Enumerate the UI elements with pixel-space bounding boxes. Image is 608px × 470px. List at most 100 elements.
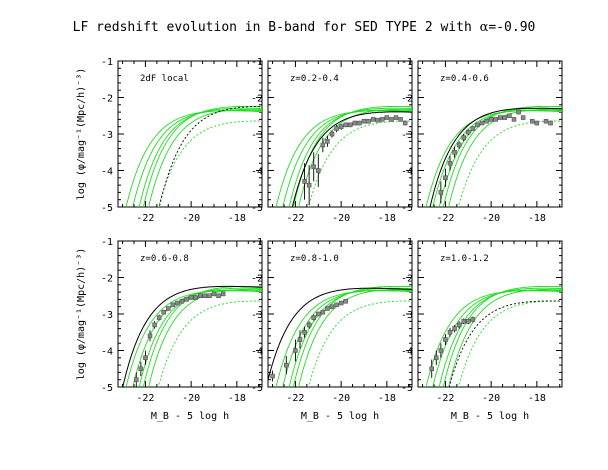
black-fit-curve	[291, 111, 412, 207]
x-tick-label: -18	[378, 213, 396, 224]
y-tick-label: -1	[101, 57, 113, 68]
x-tick-label: -20	[482, 213, 500, 224]
data-point	[198, 293, 203, 298]
data-point	[456, 322, 462, 328]
green-model-curve	[448, 108, 562, 207]
lf-panel-3: -22 -20 -18 -5 -4 -3 -2 -1 z=0.4-0.6	[401, 57, 563, 224]
y-tick-label: -4	[251, 167, 263, 178]
green-model-curve	[125, 110, 262, 207]
chart-title: LF redshift evolution in B-band for SED …	[0, 20, 608, 35]
data-point	[316, 311, 321, 317]
data-point	[293, 348, 298, 353]
data-point	[325, 306, 330, 311]
data-point	[338, 300, 344, 306]
data-point	[443, 337, 448, 342]
data-point	[438, 348, 444, 353]
data-point	[207, 293, 212, 298]
y-tick-label: -2	[101, 94, 113, 105]
data-point	[311, 315, 316, 320]
data-point	[202, 293, 208, 298]
panel-label: 2dF local	[140, 74, 189, 84]
curve-group	[125, 105, 262, 207]
y-tick-label: -4	[101, 347, 113, 358]
lf-panel-1: -22 -20 -18 -5 -4 -3 -2 -1 2dF local log (φ/mag⁻¹…	[76, 57, 263, 224]
black-dotted-curve	[158, 105, 262, 207]
data-point	[511, 117, 517, 122]
x-tick-label: -22	[286, 213, 304, 224]
data-point	[306, 182, 312, 188]
y-tick-label: -1	[401, 57, 413, 68]
data-point	[325, 139, 330, 144]
y-tick-label: -2	[251, 94, 263, 105]
data-point	[334, 302, 339, 308]
x-tick-label: -20	[482, 393, 500, 404]
green-model-curve	[425, 290, 562, 387]
curve-group	[425, 285, 562, 387]
data-point	[156, 315, 162, 320]
panel-label: z=1.0-1.2	[440, 254, 489, 264]
y-tick-label: -3	[101, 130, 113, 141]
green-model-curve	[292, 285, 412, 387]
data-point	[398, 117, 403, 122]
y-tick-label: -1	[251, 57, 263, 68]
x-tick-label: -20	[332, 393, 350, 404]
data-point	[320, 142, 326, 148]
data-point	[352, 120, 358, 126]
black-fit-curve	[268, 287, 412, 381]
data-point	[170, 302, 176, 308]
data-point	[357, 120, 362, 126]
title-prefix: LF redshift evolution in B-band for SED …	[72, 20, 480, 35]
data-point	[320, 309, 326, 315]
y-tick-label: -3	[251, 130, 263, 141]
data-point	[507, 113, 512, 118]
data-point	[284, 362, 289, 368]
green-model-curve	[275, 110, 412, 207]
y-tick-label: -1	[251, 237, 263, 248]
data-point	[447, 330, 453, 335]
data-point	[520, 115, 526, 120]
panel-label: z=0.6-0.8	[140, 254, 189, 264]
y-tick-label: -4	[401, 167, 413, 178]
y-tick-label: -4	[401, 347, 413, 358]
data-point	[152, 322, 157, 328]
green-dotted-curve	[307, 120, 412, 207]
green-model-curve	[438, 287, 562, 387]
green-model-curve	[138, 107, 262, 207]
y-tick-label: -3	[401, 310, 413, 321]
data-point	[211, 291, 217, 297]
data-point	[475, 122, 480, 128]
y-tick-label: -1	[101, 237, 113, 248]
lf-panel-5: -22 -20 -18 -5 -4 -3 -2 -1 z=0.8-1.0 M_B - 5 log …	[251, 237, 413, 422]
y-tick-label: -2	[251, 274, 263, 285]
y-tick-label: -5	[101, 203, 113, 214]
data-point	[311, 164, 316, 170]
data-point	[466, 129, 471, 135]
data-point	[134, 377, 139, 382]
x-tick-label: -18	[228, 213, 246, 224]
x-axis-label: M_B - 5 log h	[151, 411, 229, 422]
data-point	[366, 118, 371, 124]
data-point	[270, 373, 275, 379]
data-point	[166, 306, 171, 311]
data-point	[443, 175, 448, 181]
data-point	[447, 160, 453, 166]
data-point	[216, 293, 221, 298]
data-point	[484, 118, 489, 124]
data-point	[188, 295, 194, 300]
curve-group	[275, 105, 412, 207]
data-point	[179, 298, 185, 304]
y-tick-label: -5	[251, 383, 263, 394]
lf-panel-2: -22 -20 -18 -5 -4 -3 -2 -1 z=0.2-0.4	[251, 57, 413, 224]
y-tick-label: -1	[401, 237, 413, 248]
green-model-curve	[292, 105, 412, 207]
y-tick-label: -4	[251, 347, 263, 358]
data-point	[220, 291, 226, 297]
data-point	[470, 126, 476, 131]
data-point	[393, 115, 399, 120]
y-tick-label: -3	[101, 310, 113, 321]
x-tick-label: -22	[136, 393, 154, 404]
green-model-curve	[142, 105, 262, 207]
curve-group	[268, 285, 412, 387]
data-point	[175, 300, 180, 306]
